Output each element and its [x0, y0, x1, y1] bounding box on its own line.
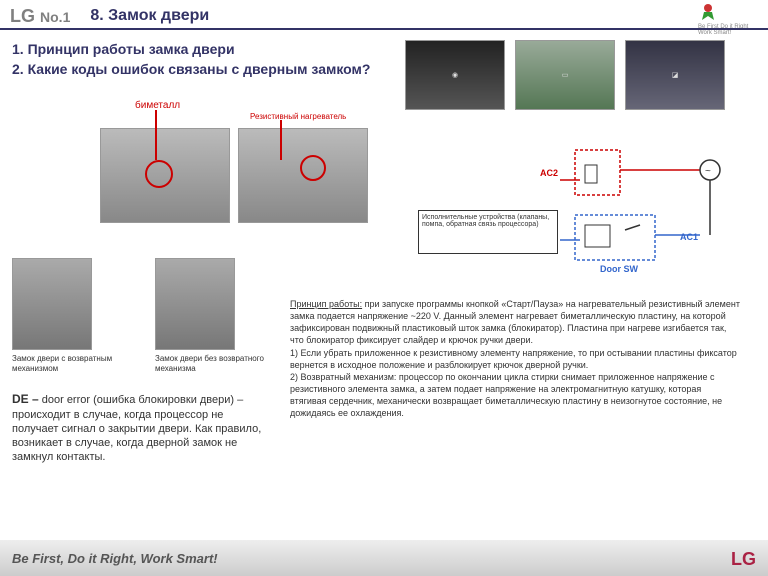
label-ac1: AC1: [680, 232, 698, 242]
section-title: 8. Замок двери: [90, 7, 209, 25]
principle-title: Принцип работы:: [290, 299, 362, 309]
svg-text:~: ~: [705, 166, 711, 177]
photo-lock-with-return: [12, 258, 92, 350]
principle-p3: 2) Возвратный механизм: процессор по око…: [290, 372, 722, 418]
ribbon-text: Be First Do it Right Work Smart!: [698, 24, 758, 36]
de-description: door error (ошибка блокировки двери) – п…: [12, 394, 261, 463]
logo-main: LG: [10, 6, 35, 26]
footer-slogan: Be First, Do it Right, Work Smart!: [12, 551, 218, 566]
arrow-bimetall: [155, 110, 157, 160]
de-label: DE –: [12, 392, 39, 406]
question-2: 2. Какие коды ошибок связаны с дверным з…: [12, 60, 370, 80]
footer-lg-logo: LG: [731, 549, 756, 570]
question-1: 1. Принцип работы замка двери: [12, 40, 370, 60]
photo-lock-3d: ◪: [625, 40, 725, 110]
footer-bar: Be First, Do it Right, Work Smart! LG: [0, 540, 768, 576]
lg-logo-text: LG No.1: [10, 6, 70, 27]
callout-bimetall: биметалл: [135, 100, 180, 111]
label-ac2: AC2: [540, 168, 558, 178]
section-name: Замок двери: [108, 7, 209, 24]
logo-sub: No.1: [40, 9, 70, 25]
callout-heater: Резистивный нагреватель: [250, 112, 346, 121]
header-divider: [0, 28, 768, 30]
callout-circle-2: [300, 155, 326, 181]
caption-without-return: Замок двери без возвратного механизма: [155, 354, 275, 373]
photo-lock-without-return: [155, 258, 235, 350]
circuit-actuators-box: Исполнительные устройства (клапаны, помп…: [418, 210, 558, 254]
label-door-sw: Door SW: [600, 264, 638, 274]
principle-text: Принцип работы: при запуске программы кн…: [290, 298, 740, 419]
callout-circle-1: [145, 160, 173, 188]
photo-lock-black: ◉: [405, 40, 505, 110]
photo-lock-pcb: ▭: [515, 40, 615, 110]
de-error-block: DE – door error (ошибка блокировки двери…: [12, 392, 272, 465]
principle-p2: 1) Если убрать приложенное к резистивном…: [290, 348, 737, 370]
header-bar: LG No.1 8. Замок двери: [0, 4, 768, 28]
arrow-heater: [280, 120, 282, 160]
caption-with-return: Замок двери с возвратным механизмом: [12, 354, 132, 373]
questions-block: 1. Принцип работы замка двери 2. Какие к…: [12, 40, 370, 79]
section-number: 8.: [90, 7, 103, 24]
